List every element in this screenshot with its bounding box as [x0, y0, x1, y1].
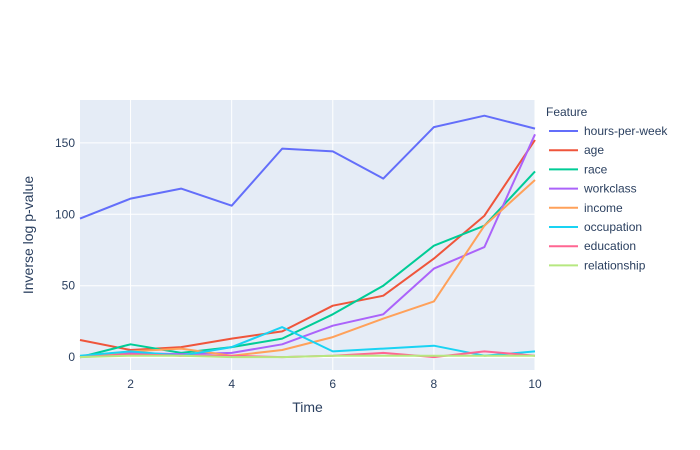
plot-area: [80, 100, 535, 370]
series-line-race: [79, 170, 536, 359]
legend-label-education: education: [584, 239, 636, 253]
series-line-income: [79, 179, 536, 359]
y-axis-title: Inverse log p-value: [20, 176, 36, 295]
series-line-occupation: [79, 326, 536, 357]
y-tick-label: 150: [55, 136, 75, 150]
legend-label-hours-per-week: hours-per-week: [584, 124, 668, 138]
legend-label-relationship: relationship: [584, 258, 646, 272]
legend-label-age: age: [584, 143, 604, 157]
y-tick-label: 0: [68, 350, 75, 364]
legend-label-income: income: [584, 201, 623, 215]
y-axis-ticks: 0 50 100 150: [55, 136, 75, 364]
series-line-hours-per-week: [79, 114, 536, 220]
y-tick-label: 100: [55, 207, 75, 221]
x-axis-ticks: 2 4 6 8 10: [127, 377, 542, 391]
y-tick-label: 50: [62, 279, 76, 293]
x-tick-label: 6: [329, 377, 336, 391]
legend: Feature hours-per-week age race workclass in…: [546, 105, 668, 272]
legend-label-occupation: occupation: [584, 220, 642, 234]
x-axis-title: Time: [292, 399, 323, 415]
x-tick-label: 8: [431, 377, 438, 391]
legend-title: Feature: [546, 105, 588, 119]
legend-label-race: race: [584, 162, 608, 176]
x-tick-label: 2: [127, 377, 134, 391]
x-tick-label: 10: [528, 377, 542, 391]
series-line-relationship: [79, 354, 535, 359]
x-tick-label: 4: [228, 377, 235, 391]
series-lines: [79, 114, 536, 359]
legend-label-workclass: workclass: [583, 182, 637, 196]
